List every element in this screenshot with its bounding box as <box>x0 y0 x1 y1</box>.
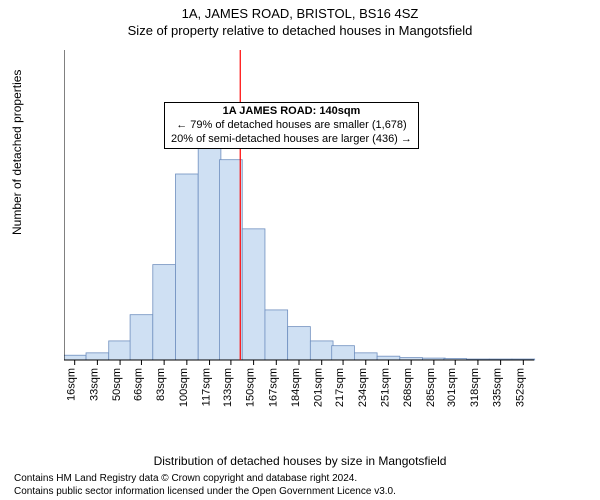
svg-text:217sqm: 217sqm <box>334 368 346 407</box>
svg-text:335sqm: 335sqm <box>492 368 504 407</box>
attribution-line1: Contains HM Land Registry data © Crown c… <box>14 473 396 486</box>
svg-text:167sqm: 167sqm <box>267 368 279 407</box>
svg-text:318sqm: 318sqm <box>469 368 481 407</box>
svg-text:100sqm: 100sqm <box>178 368 190 407</box>
svg-text:251sqm: 251sqm <box>379 368 391 407</box>
attribution-line2: Contains public sector information licen… <box>14 486 396 499</box>
info-box-larger: 20% of semi-detached houses are larger (… <box>171 133 412 147</box>
x-axis-label: Distribution of detached houses by size … <box>0 454 600 468</box>
svg-text:66sqm: 66sqm <box>132 368 144 401</box>
svg-text:150sqm: 150sqm <box>245 368 257 407</box>
svg-text:33sqm: 33sqm <box>88 368 100 401</box>
title-address: 1A, JAMES ROAD, BRISTOL, BS16 4SZ <box>0 0 600 21</box>
title-subtitle: Size of property relative to detached ho… <box>0 21 600 38</box>
svg-text:16sqm: 16sqm <box>66 368 78 401</box>
svg-text:117sqm: 117sqm <box>201 368 213 406</box>
svg-text:184sqm: 184sqm <box>290 368 302 407</box>
plot-area: 0501001502002503003504004505005506006501… <box>64 50 570 420</box>
svg-text:201sqm: 201sqm <box>313 368 325 407</box>
svg-text:352sqm: 352sqm <box>514 368 526 407</box>
svg-text:234sqm: 234sqm <box>357 368 369 407</box>
svg-text:133sqm: 133sqm <box>222 368 234 407</box>
svg-text:83sqm: 83sqm <box>155 368 167 401</box>
attribution: Contains HM Land Registry data © Crown c… <box>14 473 396 498</box>
svg-text:50sqm: 50sqm <box>111 368 123 401</box>
svg-text:285sqm: 285sqm <box>425 368 437 407</box>
info-box-smaller: ← 79% of detached houses are smaller (1,… <box>171 119 412 133</box>
info-box: 1A JAMES ROAD: 140sqm ← 79% of detached … <box>164 102 419 149</box>
svg-text:268sqm: 268sqm <box>402 368 414 407</box>
y-axis-label: Number of detached properties <box>10 70 24 235</box>
svg-text:301sqm: 301sqm <box>446 368 458 407</box>
info-box-title: 1A JAMES ROAD: 140sqm <box>171 105 412 119</box>
